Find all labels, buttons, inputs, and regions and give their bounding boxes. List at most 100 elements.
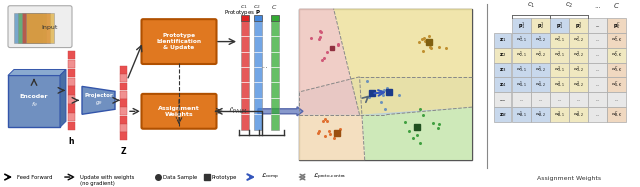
Text: $w_{3,2}^2$: $w_{3,2}^2$ [573,65,584,75]
Bar [588,62,607,77]
Bar [607,92,626,107]
Text: ...: ... [499,97,506,102]
Text: $w_{B,K}^C$: $w_{B,K}^C$ [611,110,622,120]
FancyArrow shape [258,107,303,116]
Bar [120,124,127,132]
Bar [120,83,127,90]
Text: (no gradient): (no gradient) [80,180,115,186]
Text: $\mathbf{z}_1$: $\mathbf{z}_1$ [499,36,506,44]
Text: $\mathcal{L}_{\mathrm{comp}}$: $\mathcal{L}_{\mathrm{comp}}$ [261,172,279,182]
Bar [607,18,626,33]
Text: $w_{4,1}^2$: $w_{4,1}^2$ [554,80,565,90]
Bar [531,92,550,107]
Bar [531,47,550,62]
Bar [120,99,127,107]
Text: ...: ... [538,98,543,102]
Polygon shape [299,9,360,115]
Text: $w_{B,2}^1$: $w_{B,2}^1$ [535,110,546,120]
Bar [241,15,249,21]
Text: $w_{3,2}^1$: $w_{3,2}^1$ [535,65,546,75]
Bar [569,77,588,92]
Bar [569,33,588,47]
Text: $w_{B,1}^2$: $w_{B,1}^2$ [554,110,565,120]
Text: ...: ... [520,98,524,102]
Text: ...: ... [595,23,600,28]
Text: Prototype: Prototype [212,174,237,180]
Bar [588,18,607,33]
Text: Prototypes $\mathbf{P}$: Prototypes $\mathbf{P}$ [224,8,261,17]
Bar [120,108,127,115]
Bar [18,13,46,43]
Text: $w_{3,K}^C$: $w_{3,K}^C$ [611,65,622,75]
Bar [550,47,569,62]
Text: ...: ... [595,68,600,72]
Text: ...: ... [594,3,601,9]
Text: $c_2$: $c_2$ [253,3,261,11]
Bar [22,13,50,43]
Text: $\mathbf{p}_1^1$: $\mathbf{p}_1^1$ [518,20,525,30]
Text: $w_{4,K}^C$: $w_{4,K}^C$ [611,80,622,90]
Text: $w_{2,2}^2$: $w_{2,2}^2$ [573,50,584,60]
Text: $c_1$: $c_1$ [527,1,535,10]
Bar [494,77,511,92]
Polygon shape [60,70,66,127]
Text: $w_{B,2}^2$: $w_{B,2}^2$ [573,110,584,120]
Bar [120,116,127,124]
Bar [68,86,75,95]
Bar [68,113,75,121]
Bar [512,47,531,62]
Text: $w_{3,1}^1$: $w_{3,1}^1$ [516,65,527,75]
Bar [569,18,588,33]
FancyBboxPatch shape [8,75,60,127]
Bar [550,92,569,107]
Text: Encoder
$f_\theta$: Encoder $f_\theta$ [20,94,48,109]
Bar [494,33,511,47]
Bar [550,18,569,33]
Bar [550,107,569,122]
Text: $\mathbf{p}_1^2$: $\mathbf{p}_1^2$ [556,20,563,30]
Text: $c_1$: $c_1$ [240,3,248,11]
Bar [26,13,54,43]
Text: $w_{1,2}^1$: $w_{1,2}^1$ [535,35,546,45]
Text: ...: ... [260,61,268,70]
Bar [588,33,607,47]
Text: Update with weights: Update with weights [80,174,134,180]
Polygon shape [299,77,472,115]
Text: $w_{3,1}^2$: $w_{3,1}^2$ [554,65,565,75]
Bar [588,92,607,107]
Bar [512,107,531,122]
Text: $\mathcal{L}_{\mathrm{proto\text{-}contra}}$: $\mathcal{L}_{\mathrm{proto\text{-}contr… [313,172,346,182]
Bar [588,77,607,92]
Bar [512,77,531,92]
Polygon shape [360,77,472,160]
Bar [68,122,75,130]
Polygon shape [333,9,472,115]
Polygon shape [82,86,115,114]
Text: $w_{B,1}^1$: $w_{B,1}^1$ [516,110,527,120]
Bar [271,21,279,130]
Bar [531,62,550,77]
Text: Input: Input [42,25,58,30]
Bar [588,107,607,122]
Text: ...: ... [595,53,600,57]
Text: $\mathbf{z}_3$: $\mathbf{z}_3$ [499,66,506,74]
Bar [254,15,262,21]
Bar [120,132,127,140]
Bar [494,47,511,62]
Text: Assignment Weights: Assignment Weights [538,176,602,180]
Bar [607,62,626,77]
Text: $w_{4,1}^1$: $w_{4,1}^1$ [516,80,527,90]
Text: $w_{2,2}^1$: $w_{2,2}^1$ [535,50,546,60]
Text: $C$: $C$ [271,3,277,11]
Text: Feed Forward: Feed Forward [17,174,52,180]
Text: $w_{1,2}^2$: $w_{1,2}^2$ [573,35,584,45]
FancyBboxPatch shape [141,94,216,129]
Bar [512,62,531,77]
Text: $\mathbf{Z}$: $\mathbf{Z}$ [120,145,127,156]
Bar [550,62,569,77]
Polygon shape [299,77,365,160]
Bar [512,18,531,33]
Bar [120,66,127,74]
Text: $w_{2,K}^C$: $w_{2,K}^C$ [611,50,622,60]
Bar [254,21,262,130]
